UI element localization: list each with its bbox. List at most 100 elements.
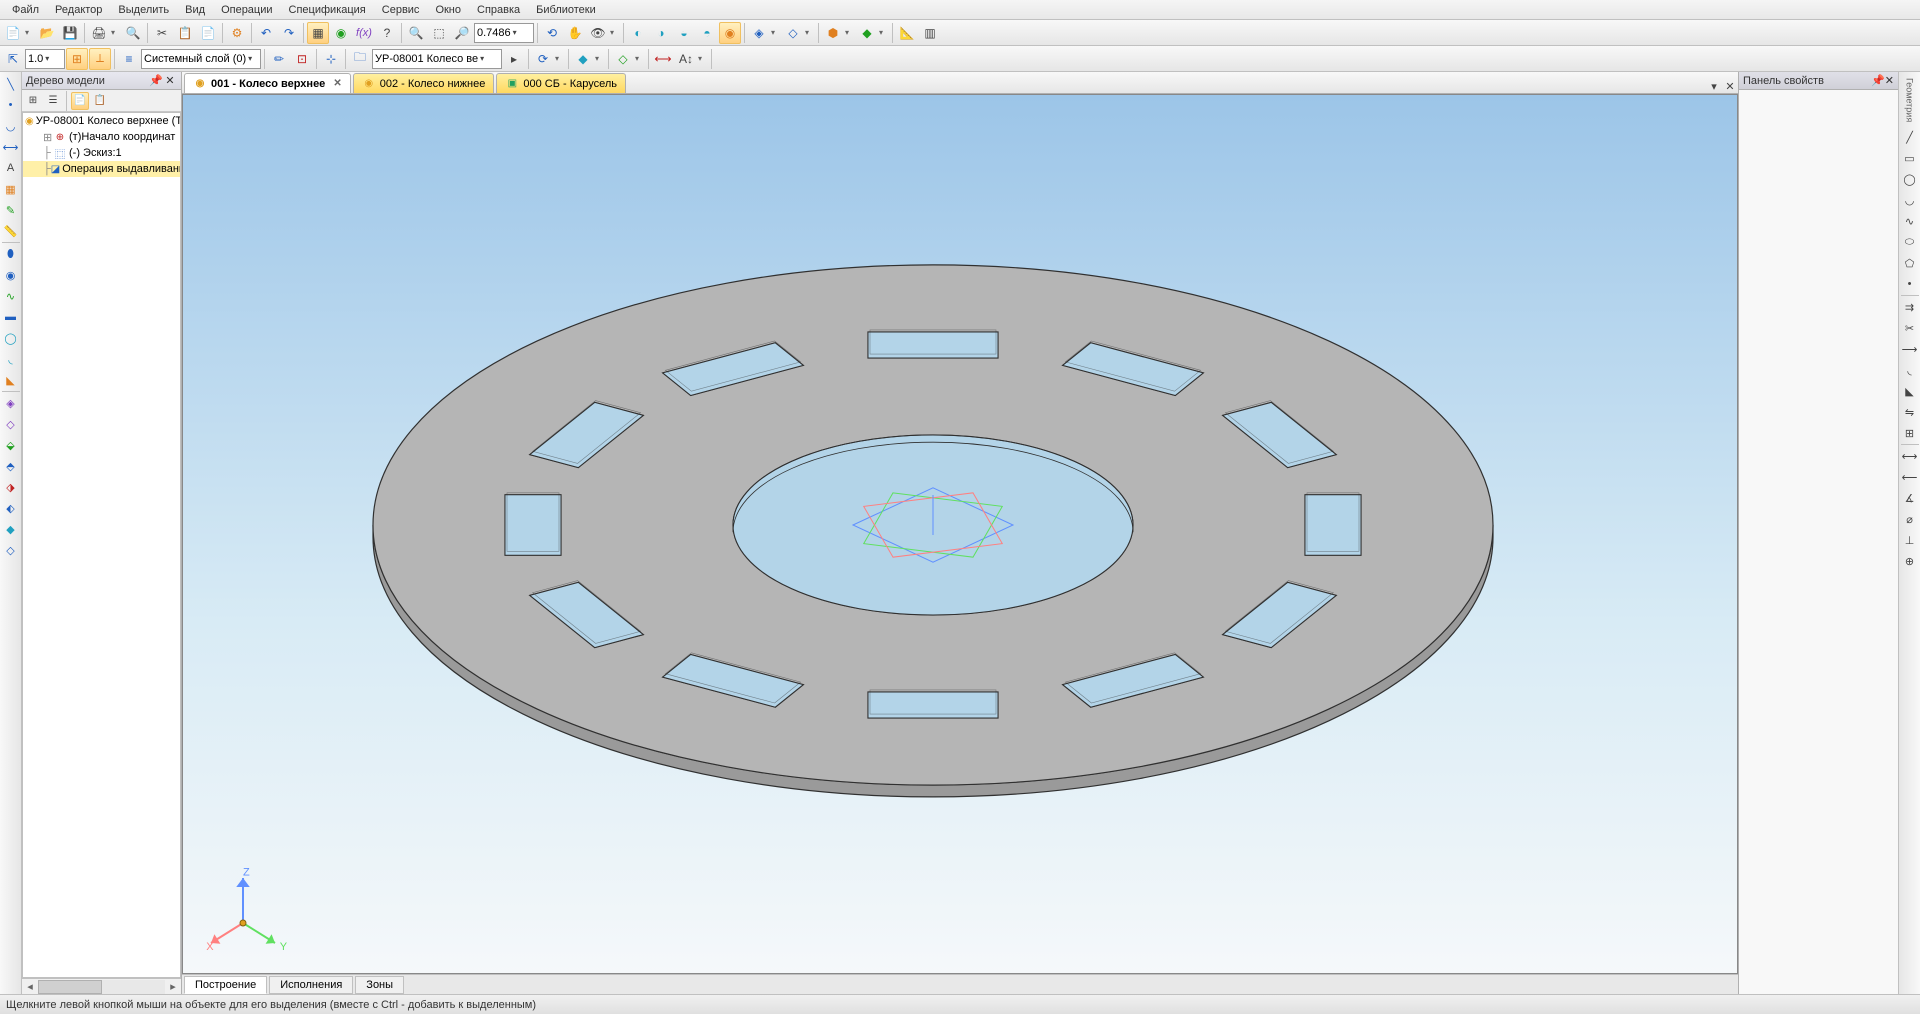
vt-point-button[interactable]: •: [1, 95, 21, 115]
vt-text-button[interactable]: A: [1, 158, 21, 178]
vt-surf1-button[interactable]: ◈: [1, 393, 21, 413]
vt-sweep-button[interactable]: ∿: [1, 286, 21, 306]
tab-close-icon[interactable]: ✕: [333, 78, 341, 89]
vt-hole-button[interactable]: ◯: [1, 328, 21, 348]
rv-rect-button[interactable]: ▭: [1900, 148, 1920, 168]
rv-dim2-button[interactable]: ⟵: [1900, 467, 1920, 487]
tree-t2-button[interactable]: ☰: [44, 92, 62, 110]
props-button[interactable]: ⚙: [226, 22, 248, 44]
vt-surf6-button[interactable]: ⬖: [1, 498, 21, 518]
rv-trim-button[interactable]: ✂: [1900, 318, 1920, 338]
menu-справка[interactable]: Справка: [469, 2, 528, 18]
menu-файл[interactable]: Файл: [4, 2, 47, 18]
rv-extend-button[interactable]: ⟶: [1900, 339, 1920, 359]
vt-surf3-button[interactable]: ⬙: [1, 435, 21, 455]
tool-a-button[interactable]: ▦: [307, 22, 329, 44]
step-combo[interactable]: 1.0▾: [25, 49, 65, 69]
rv-point-button[interactable]: •: [1900, 274, 1920, 294]
vt-modify-button[interactable]: ✎: [1, 200, 21, 220]
vt-line-button[interactable]: ╲: [1, 74, 21, 94]
tree-body[interactable]: ◉УР-08001 Колесо верхнее (Те.⊞⊕(т)Начало…: [22, 112, 181, 978]
rv-constraint-button[interactable]: ⊥: [1900, 530, 1920, 550]
tool-b-button[interactable]: ◉: [330, 22, 352, 44]
doc-tab-2[interactable]: ▣000 СБ - Карусель: [496, 73, 626, 93]
menu-выделить[interactable]: Выделить: [110, 2, 177, 18]
vt-surf7-button[interactable]: ◆: [1, 519, 21, 539]
rv-fillet-button[interactable]: ◟: [1900, 360, 1920, 380]
vt-fillet-button[interactable]: ◟: [1, 349, 21, 369]
rv-poly-button[interactable]: ⬠: [1900, 253, 1920, 273]
vt-loft-button[interactable]: ▬: [1, 307, 21, 327]
rv-fix-button[interactable]: ⊕: [1900, 551, 1920, 571]
cut-button[interactable]: ✂: [151, 22, 173, 44]
rebuild-button[interactable]: ⟳: [532, 48, 554, 70]
model-button[interactable]: 🗀: [349, 48, 371, 70]
solid-button[interactable]: ⬢: [822, 22, 844, 44]
redo-button[interactable]: ↷: [278, 22, 300, 44]
rv-dim4-button[interactable]: ⌀: [1900, 509, 1920, 529]
shade3-button[interactable]: ◒: [673, 22, 695, 44]
snap-button[interactable]: ⇱: [2, 48, 24, 70]
menu-библиотеки[interactable]: Библиотеки: [528, 2, 604, 18]
tree-t3-button[interactable]: 📄: [71, 92, 89, 110]
rv-dim1-button[interactable]: ⟷: [1900, 446, 1920, 466]
rv-offset-button[interactable]: ⇉: [1900, 297, 1920, 317]
zoom-fit-button[interactable]: 🔍: [405, 22, 427, 44]
view-button[interactable]: 👁: [587, 22, 609, 44]
menu-сервис[interactable]: Сервис: [374, 2, 428, 18]
viewport-3d[interactable]: ZXY: [182, 94, 1738, 974]
rv-spline-button[interactable]: ∿: [1900, 211, 1920, 231]
copy-button[interactable]: 📋: [174, 22, 196, 44]
doc-tab-0[interactable]: ◉001 - Колесо верхнее✕: [184, 73, 351, 93]
tree-root[interactable]: ◉УР-08001 Колесо верхнее (Те.: [23, 113, 180, 129]
display2-button[interactable]: ◇: [782, 22, 804, 44]
vt-measure-button[interactable]: 📏: [1, 221, 21, 241]
vt-revolve-button[interactable]: ◉: [1, 265, 21, 285]
rv-array-button[interactable]: ⊞: [1900, 423, 1920, 443]
vt-dim-button[interactable]: ⟷: [1, 137, 21, 157]
paste-button[interactable]: 📄: [197, 22, 219, 44]
new-button[interactable]: 📄: [2, 22, 24, 44]
props-close-button[interactable]: ✕: [1885, 74, 1894, 87]
model-combo[interactable]: УР-08001 Колесо ве▾: [372, 49, 502, 69]
menu-спецификация[interactable]: Спецификация: [281, 2, 374, 18]
menu-редактор[interactable]: Редактор: [47, 2, 110, 18]
fx-button[interactable]: f(x): [353, 22, 375, 44]
render1-button[interactable]: ◆: [572, 48, 594, 70]
text-button[interactable]: A↕: [675, 48, 697, 70]
bottom-tab-1[interactable]: Исполнения: [269, 976, 353, 994]
menu-операции[interactable]: Операции: [213, 2, 280, 18]
sketch-button[interactable]: ✏: [268, 48, 290, 70]
zoom-window-button[interactable]: ⬚: [428, 22, 450, 44]
shade4-button[interactable]: ◓: [696, 22, 718, 44]
save-button[interactable]: 💾: [59, 22, 81, 44]
shade5-button[interactable]: ◉: [719, 22, 741, 44]
help-button[interactable]: ?: [376, 22, 398, 44]
shade2-button[interactable]: ◑: [650, 22, 672, 44]
display1-button[interactable]: ◈: [748, 22, 770, 44]
props-pin-button[interactable]: 📌: [1871, 74, 1885, 87]
sketch2-button[interactable]: ⊡: [291, 48, 313, 70]
vt-arc-button[interactable]: ◡: [1, 116, 21, 136]
tabs-close[interactable]: ✕: [1722, 80, 1738, 93]
color-button[interactable]: ◆: [856, 22, 878, 44]
tree-t1-button[interactable]: ⊞: [24, 92, 42, 110]
tree-item-0[interactable]: ⊞⊕(т)Начало координат: [23, 129, 180, 145]
menu-окно[interactable]: Окно: [427, 2, 469, 18]
menu-вид[interactable]: Вид: [177, 2, 213, 18]
undo-button[interactable]: ↶: [255, 22, 277, 44]
vt-surf2-button[interactable]: ◇: [1, 414, 21, 434]
vt-surf5-button[interactable]: ⬗: [1, 477, 21, 497]
vt-surf8-button[interactable]: ◇: [1, 540, 21, 560]
cs-button[interactable]: ⊹: [320, 48, 342, 70]
measure-button[interactable]: 📐: [896, 22, 918, 44]
zoom-combo[interactable]: 0.7486▾: [474, 23, 534, 43]
rv-circle-button[interactable]: ◯: [1900, 169, 1920, 189]
preview-button[interactable]: 🔍: [122, 22, 144, 44]
rotate-button[interactable]: ⟲: [541, 22, 563, 44]
tree-item-1[interactable]: ├⿴(-) Эскиз:1: [23, 145, 180, 161]
vt-surf4-button[interactable]: ⬘: [1, 456, 21, 476]
vt-hatch-button[interactable]: ▦: [1, 179, 21, 199]
vt-chamfer-button[interactable]: ◣: [1, 370, 21, 390]
vt-extrude-button[interactable]: ⬮: [1, 244, 21, 264]
